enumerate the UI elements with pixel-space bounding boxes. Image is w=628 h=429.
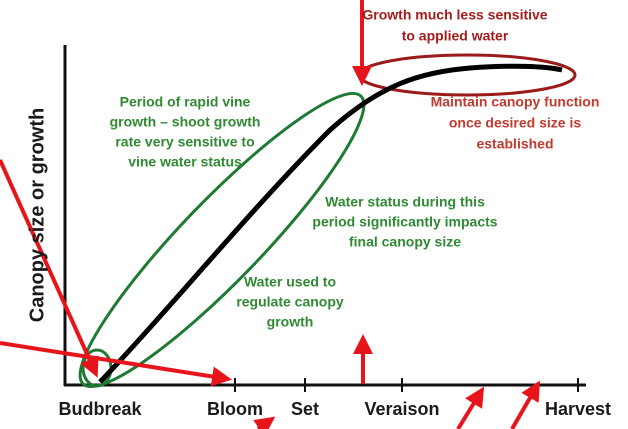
annotation-line: Growth much less sensitive [362, 7, 547, 23]
x-ticks [234, 378, 579, 392]
annotation-line: established [476, 136, 553, 152]
green-ellipse [78, 91, 366, 389]
x-label: Harvest [545, 399, 611, 419]
y-axis-label: Canopy size or growth [26, 108, 48, 322]
x-label: Bloom [207, 399, 263, 419]
annotation-line: Period of rapid vine [120, 94, 251, 110]
x-labels: Budbreak Bloom Set Veraison Harvest [58, 399, 611, 419]
annotation-line: final canopy size [349, 234, 461, 250]
annotation-line: period significantly impacts [312, 214, 497, 230]
annotation-line: Water used to [244, 274, 336, 290]
annotation-line: regulate canopy [236, 294, 344, 310]
annotation-line: Maintain canopy function [431, 94, 600, 110]
annotations: Growth much less sensitive to applied wat… [110, 7, 600, 330]
annotation-line: Water status during this [325, 194, 485, 210]
x-label: Set [291, 399, 319, 419]
annotation-line: to applied water [402, 28, 509, 44]
x-label: Budbreak [58, 399, 142, 419]
growth-curve [98, 63, 563, 384]
red-arrows [0, 0, 541, 429]
x-label: Veraison [364, 399, 439, 419]
annotation-line: once desired size is [449, 115, 581, 131]
annotation-line: rate very sensitive to [115, 134, 254, 150]
annotation-line: vine water status [128, 154, 242, 170]
annotation-line: growth [267, 314, 314, 330]
annotation-line: growth – shoot growth [110, 114, 261, 130]
